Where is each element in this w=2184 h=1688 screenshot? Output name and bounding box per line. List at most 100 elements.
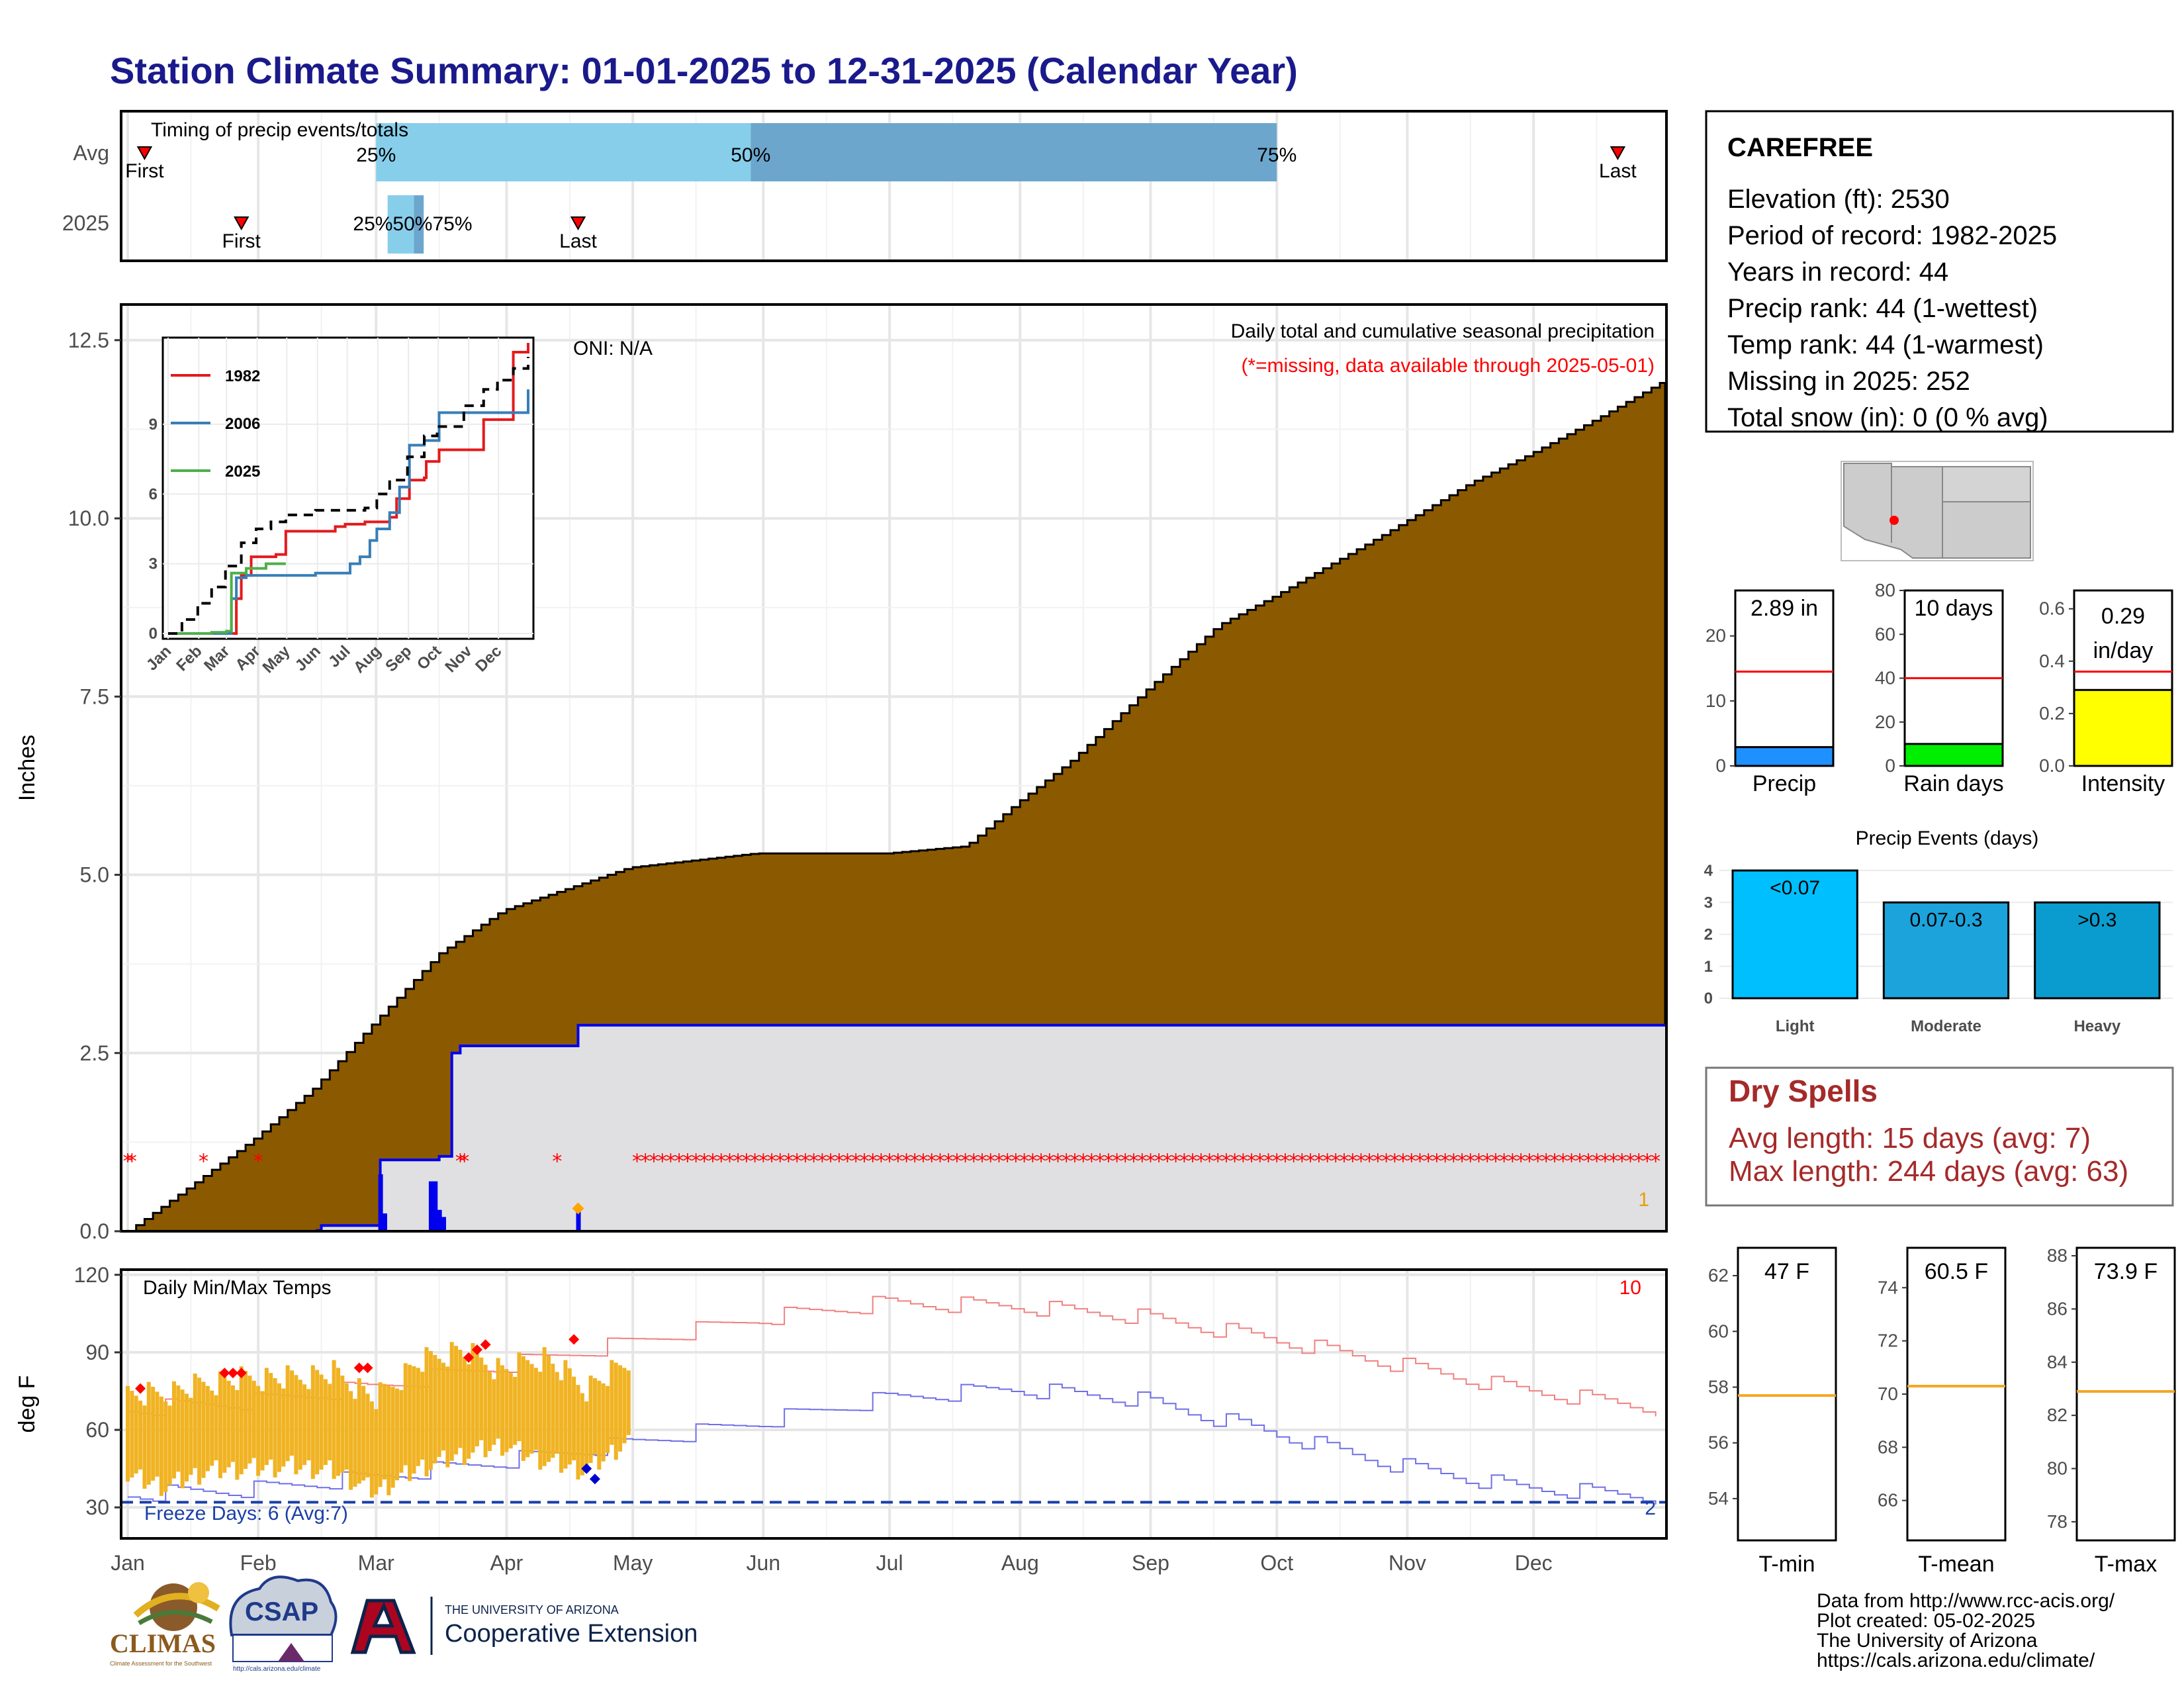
daily-temp-range-bar <box>584 1401 589 1472</box>
event-bar-heavy <box>2034 901 2161 1000</box>
daily-temp-range-bar <box>449 1342 454 1461</box>
missing-marker: * <box>1322 1150 1332 1173</box>
daily-temp-range-bar <box>517 1352 522 1442</box>
avg-p50-label: 50% <box>731 144 770 166</box>
missing-marker: * <box>1238 1150 1248 1173</box>
daily-temp-range-bar <box>176 1385 181 1472</box>
daily-temp-range-bar <box>567 1368 572 1465</box>
missing-marker: * <box>1171 1150 1181 1173</box>
missing-marker: * <box>851 1150 861 1173</box>
university-of-arizona-logo: THE UNIVERSITY OF ARIZONA Cooperative Ex… <box>350 1597 698 1655</box>
daily-temp-range-bar <box>606 1385 610 1454</box>
missing-marker: * <box>733 1150 743 1173</box>
daily-temp-range-bar <box>361 1385 366 1481</box>
missing-marker: * <box>817 1150 827 1173</box>
missing-marker: * <box>632 1150 642 1173</box>
missing-marker: * <box>1424 1150 1433 1173</box>
record-high-marker <box>219 1368 230 1379</box>
missing-marker: * <box>1095 1150 1105 1173</box>
avg-first-marker <box>136 146 153 161</box>
temperature-summary-bars: 54 56 58 60 62 47 F T-min 66 68 70 72 74 60.5 F T-mea… <box>1708 1245 2176 1577</box>
missing-marker: * <box>1432 1150 1441 1173</box>
missing-marker: * <box>666 1150 676 1173</box>
daily-temp-range-bar <box>546 1355 551 1462</box>
daily-temp-range-bar <box>323 1379 328 1466</box>
y-tick-label: 84 <box>2047 1352 2068 1372</box>
missing-marker: * <box>1011 1150 1021 1173</box>
missing-marker: * <box>758 1150 768 1173</box>
missing-marker: * <box>978 1150 987 1173</box>
missing-marker: * <box>199 1150 208 1173</box>
missing-marker: * <box>1625 1150 1635 1173</box>
daily-temp-range-bar <box>180 1389 185 1489</box>
record-high-marker <box>227 1368 238 1379</box>
y-tick-label: 80 <box>2047 1458 2068 1479</box>
station-info-box: CAREFREE Elevation (ft): 2530 Period of … <box>1705 110 2174 433</box>
missing-marker: * <box>1406 1150 1416 1173</box>
daily-temp-range-bar <box>239 1366 244 1475</box>
missing-marker: * <box>969 1150 979 1173</box>
missing-marker: * <box>1373 1150 1383 1173</box>
missing-marker: * <box>927 1150 936 1173</box>
daily-temp-range-bar <box>399 1389 404 1473</box>
missing-marker: * <box>1196 1150 1206 1173</box>
events-y-label: 3 <box>1704 894 1713 912</box>
y-tick-label: 10 <box>1706 690 1726 711</box>
missing-marker: * <box>842 1150 852 1173</box>
daily-temp-range-bar <box>226 1380 231 1468</box>
daily-temp-range-bar <box>328 1383 332 1461</box>
locator-map <box>1841 461 2034 561</box>
dry-spells-title: Dry Spells <box>1729 1074 1878 1108</box>
missing-marker: * <box>1289 1150 1298 1173</box>
daily-temp-range-bar <box>310 1365 315 1479</box>
daily-temp-range-bar <box>138 1400 143 1470</box>
missing-marker: * <box>1474 1150 1484 1173</box>
ua-logo-small-text: THE UNIVERSITY OF ARIZONA <box>445 1603 619 1617</box>
missing-marker: * <box>1365 1150 1375 1173</box>
y-tick-label: 2.5 <box>80 1041 109 1065</box>
missing-marker: * <box>1044 1150 1054 1173</box>
y-tick-label: 74 <box>1878 1277 1898 1297</box>
daily-temp-range-bar <box>353 1399 357 1487</box>
inset-series-line <box>168 389 529 635</box>
precip-corner-count: 1 <box>1638 1189 1649 1211</box>
y-tick-label: 0.4 <box>2039 651 2065 671</box>
daily-temp-range-bar <box>205 1385 210 1472</box>
daily-temp-range-bar <box>269 1373 273 1460</box>
daily-temp-range-bar <box>374 1409 379 1495</box>
missing-marker: * <box>750 1150 760 1173</box>
daily-temp-range-bar <box>538 1372 543 1470</box>
missing-marker: * <box>834 1150 844 1173</box>
missing-marker: * <box>657 1150 667 1173</box>
daily-temp-range-bar <box>248 1376 252 1464</box>
missing-marker: * <box>1087 1150 1097 1173</box>
daily-temp-range-bar <box>155 1391 159 1477</box>
y-tick-label: 58 <box>1708 1376 1729 1397</box>
daily-temp-range-bar <box>597 1380 602 1470</box>
daily-temp-range-bar <box>285 1365 290 1462</box>
missing-marker: * <box>1028 1150 1038 1173</box>
daily-temp-range-bar <box>508 1373 513 1449</box>
inset-y-label: 0 <box>149 625 158 643</box>
missing-marker: * <box>455 1150 465 1173</box>
daily-temp-range-bar <box>134 1395 138 1474</box>
daily-temp-range-bar <box>126 1385 130 1482</box>
daily-temp-range-bar <box>306 1389 311 1461</box>
daily-temp-range-bar <box>230 1385 235 1462</box>
station-info-line: Period of record: 1982-2025 <box>1727 221 2057 250</box>
missing-marker: * <box>944 1150 954 1173</box>
station-info-line: Missing in 2025: 252 <box>1727 367 1970 396</box>
missing-marker: * <box>1609 1150 1619 1173</box>
missing-marker: * <box>1550 1150 1560 1173</box>
daily-precip-bar <box>428 1181 433 1231</box>
y-tick-label: 0.0 <box>2039 755 2065 776</box>
precip-missing-note: (*=missing, data available through 2025-… <box>1241 355 1655 377</box>
daily-temp-range-bar <box>492 1379 496 1445</box>
daily-temp-range-bar <box>387 1385 391 1495</box>
missing-marker: * <box>1533 1150 1543 1173</box>
credit-line: The University of Arizona <box>1817 1630 2038 1652</box>
events-title: Precip Events (days) <box>1856 827 2039 849</box>
missing-marker: * <box>1617 1150 1627 1173</box>
temp-summary-label: T-max <box>2095 1552 2157 1577</box>
